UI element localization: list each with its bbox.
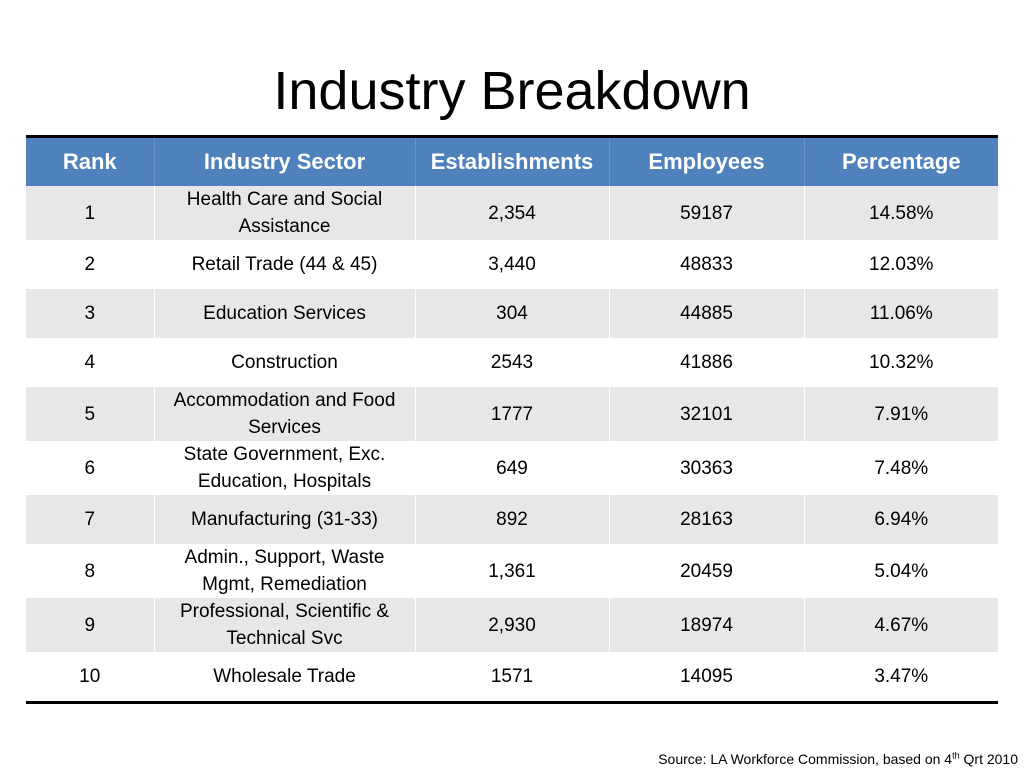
source-note: Source: LA Workforce Commission, based o… (658, 750, 1018, 768)
cell-percentage: 11.06% (804, 289, 998, 338)
cell-employees: 59187 (609, 186, 805, 240)
cell-rank: 8 (26, 544, 155, 598)
cell-establishments: 2543 (415, 338, 610, 387)
cell-establishments: 1,361 (415, 544, 610, 598)
cell-sector: Accommodation and Food Services (154, 387, 416, 441)
table-row: 9 Professional, Scientific & Technical S… (26, 598, 998, 652)
cell-sector: Wholesale Trade (154, 652, 416, 701)
table-row: 4 Construction 2543 41886 10.32% (26, 338, 998, 387)
header-percentage: Percentage (804, 138, 998, 186)
cell-sector: State Government, Exc. Education, Hospit… (154, 441, 416, 495)
header-industry-sector: Industry Sector (154, 138, 416, 186)
cell-establishments: 2,930 (415, 598, 610, 652)
cell-percentage: 4.67% (804, 598, 998, 652)
cell-employees: 30363 (609, 441, 805, 495)
cell-establishments: 304 (415, 289, 610, 338)
header-employees: Employees (609, 138, 805, 186)
cell-percentage: 6.94% (804, 495, 998, 544)
cell-establishments: 892 (415, 495, 610, 544)
cell-employees: 18974 (609, 598, 805, 652)
cell-percentage: 3.47% (804, 652, 998, 701)
cell-establishments: 1571 (415, 652, 610, 701)
cell-establishments: 3,440 (415, 240, 610, 289)
cell-establishments: 1777 (415, 387, 610, 441)
table-row: 3 Education Services 304 44885 11.06% (26, 289, 998, 338)
source-text-suffix: Qrt 2010 (959, 751, 1019, 767)
header-rank: Rank (26, 138, 155, 186)
header-establishments: Establishments (415, 138, 610, 186)
cell-rank: 3 (26, 289, 155, 338)
cell-rank: 4 (26, 338, 155, 387)
cell-rank: 5 (26, 387, 155, 441)
cell-employees: 28163 (609, 495, 805, 544)
cell-establishments: 2,354 (415, 186, 610, 240)
cell-employees: 14095 (609, 652, 805, 701)
cell-establishments: 649 (415, 441, 610, 495)
cell-sector: Manufacturing (31-33) (154, 495, 416, 544)
cell-employees: 41886 (609, 338, 805, 387)
table-row: 2 Retail Trade (44 & 45) 3,440 48833 12.… (26, 240, 998, 289)
cell-sector: Admin., Support, Waste Mgmt, Remediation (154, 544, 416, 598)
cell-percentage: 5.04% (804, 544, 998, 598)
cell-sector: Education Services (154, 289, 416, 338)
industry-table: Rank Industry Sector Establishments Empl… (26, 138, 998, 701)
cell-sector: Retail Trade (44 & 45) (154, 240, 416, 289)
cell-percentage: 14.58% (804, 186, 998, 240)
cell-rank: 2 (26, 240, 155, 289)
cell-sector: Professional, Scientific & Technical Svc (154, 598, 416, 652)
source-text: Source: LA Workforce Commission, based o… (658, 751, 953, 767)
table-row: 10 Wholesale Trade 1571 14095 3.47% (26, 652, 998, 701)
cell-rank: 9 (26, 598, 155, 652)
table-row: 8 Admin., Support, Waste Mgmt, Remediati… (26, 544, 998, 598)
cell-sector: Construction (154, 338, 416, 387)
table-row: 6 State Government, Exc. Education, Hosp… (26, 441, 998, 495)
slide-title: Industry Breakdown (273, 61, 751, 121)
cell-rank: 10 (26, 652, 155, 701)
cell-percentage: 7.48% (804, 441, 998, 495)
table-row: 7 Manufacturing (31-33) 892 28163 6.94% (26, 495, 998, 544)
cell-percentage: 12.03% (804, 240, 998, 289)
cell-rank: 6 (26, 441, 155, 495)
cell-percentage: 7.91% (804, 387, 998, 441)
cell-sector: Health Care and Social Assistance (154, 186, 416, 240)
cell-employees: 32101 (609, 387, 805, 441)
table-header-row: Rank Industry Sector Establishments Empl… (26, 138, 998, 186)
cell-percentage: 10.32% (804, 338, 998, 387)
cell-employees: 44885 (609, 289, 805, 338)
industry-table-container: Rank Industry Sector Establishments Empl… (26, 135, 998, 704)
cell-employees: 20459 (609, 544, 805, 598)
table-row: 1 Health Care and Social Assistance 2,35… (26, 186, 998, 240)
source-superscript: th (952, 750, 960, 761)
cell-rank: 7 (26, 495, 155, 544)
cell-rank: 1 (26, 186, 155, 240)
cell-employees: 48833 (609, 240, 805, 289)
table-row: 5 Accommodation and Food Services 1777 3… (26, 387, 998, 441)
